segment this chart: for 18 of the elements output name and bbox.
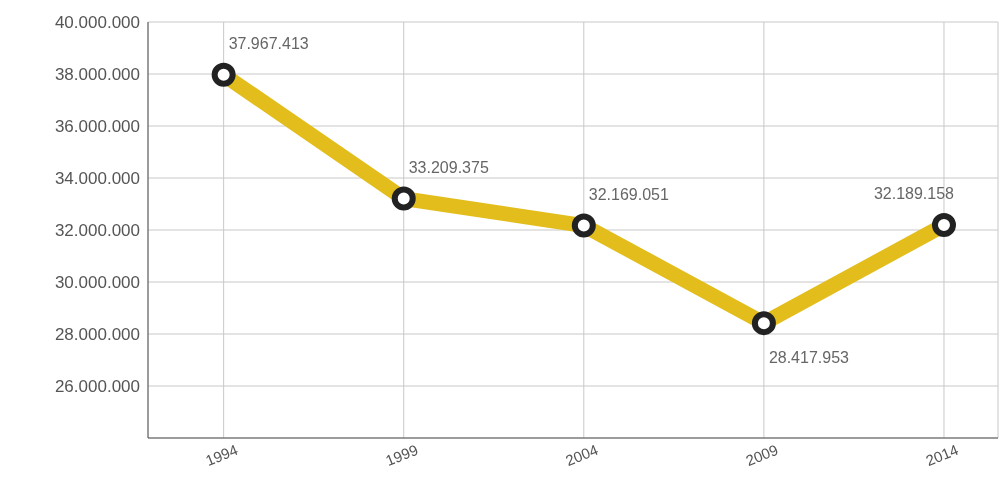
y-tick-label: 32.000.000: [54, 221, 140, 241]
x-tick-label: 2014: [923, 440, 961, 470]
x-tick-label: 1994: [202, 440, 241, 470]
y-tick-label: 36.000.000: [54, 117, 140, 137]
y-tick-label: 30.000.000: [54, 273, 140, 293]
data-label: 28.417.953: [768, 349, 850, 367]
x-tick-label: 2009: [743, 440, 781, 470]
data-label: 32.189.158: [873, 185, 955, 203]
data-label: 32.169.051: [588, 185, 669, 203]
y-tick-label: 40.000.000: [54, 13, 140, 33]
x-tick-label: 2004: [563, 440, 601, 470]
data-label: 33.209.375: [408, 158, 489, 176]
y-tick-label: 34.000.000: [54, 169, 140, 189]
y-tick-label: 26.000.000: [54, 377, 140, 397]
y-tick-label: 28.000.000: [54, 325, 140, 345]
y-tick-label: 38.000.000: [54, 65, 140, 85]
data-label: 37.967.413: [228, 34, 309, 52]
x-tick-label: 1999: [383, 440, 421, 470]
